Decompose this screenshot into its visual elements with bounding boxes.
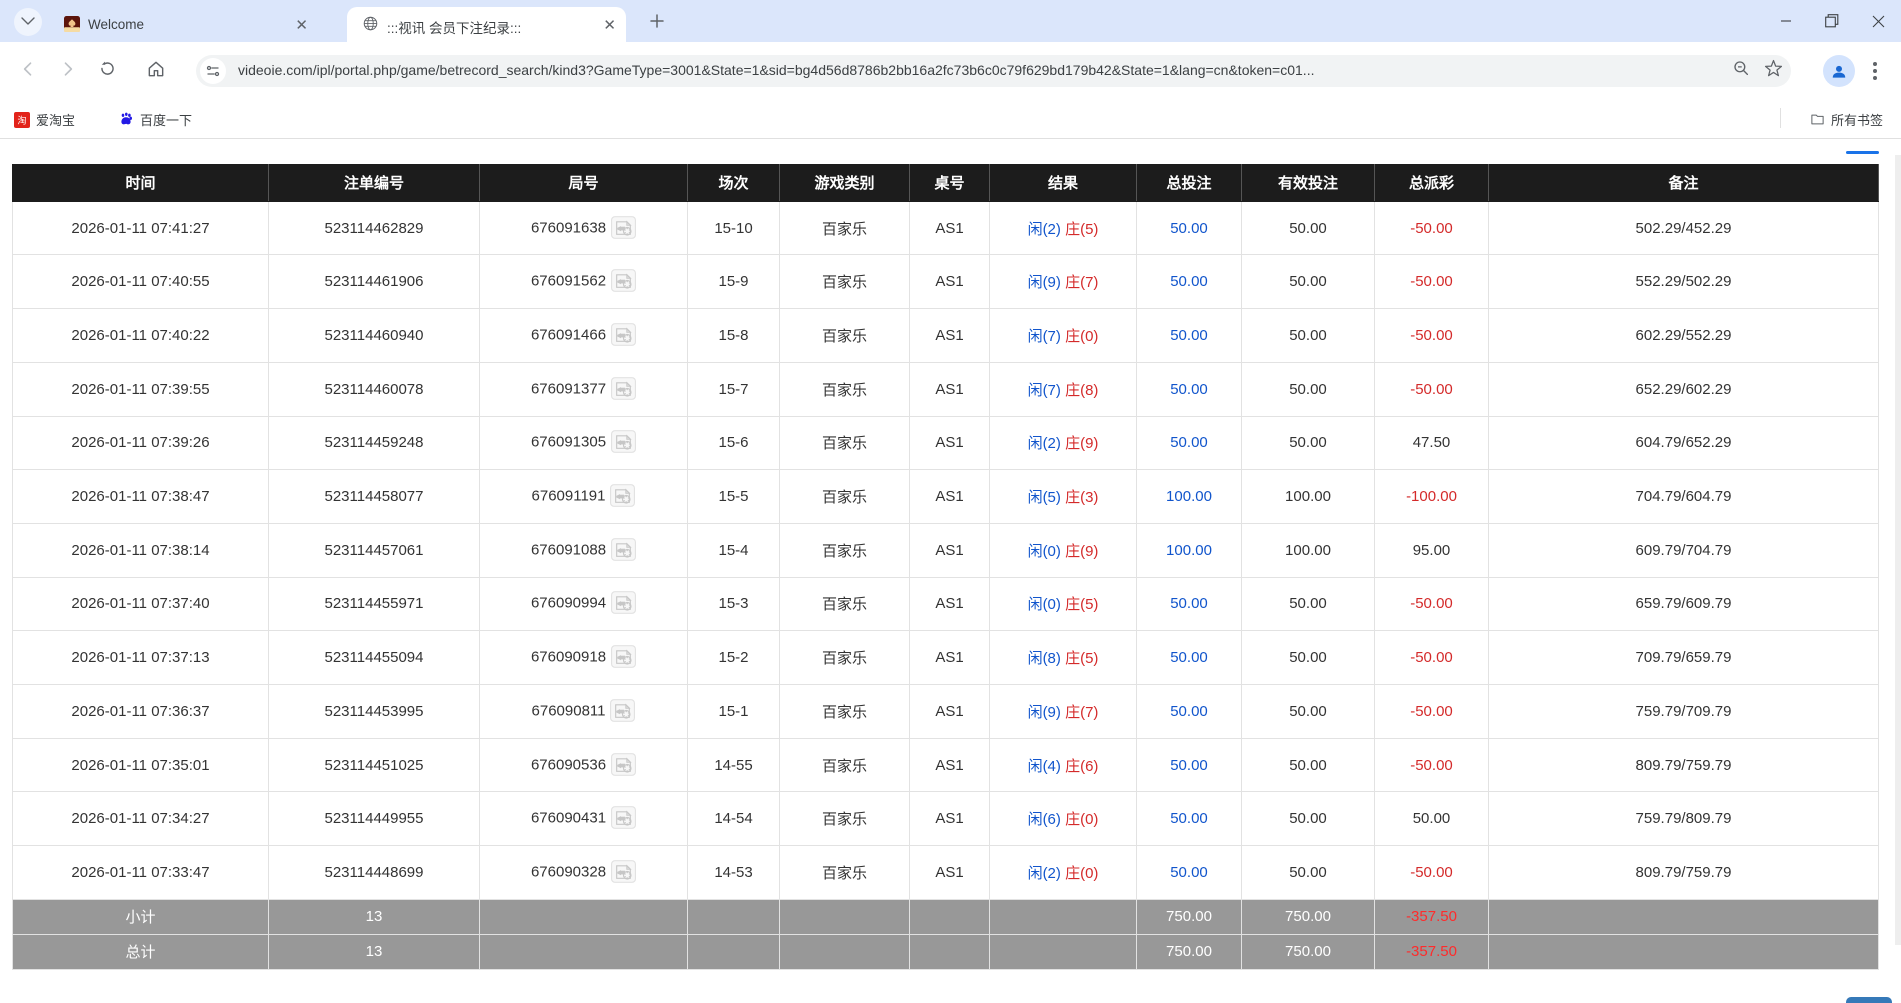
svg-text:淘: 淘 (17, 114, 26, 125)
